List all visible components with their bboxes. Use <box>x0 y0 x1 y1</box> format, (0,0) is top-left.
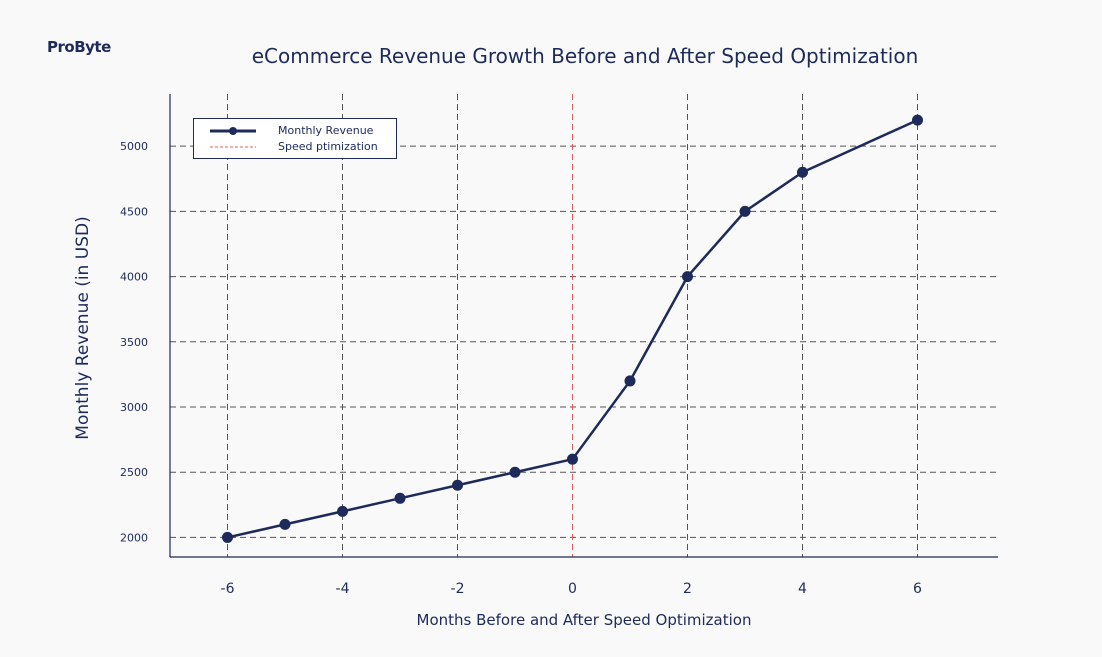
x-axis-label: Months Before and After Speed Optimizati… <box>416 611 752 629</box>
horizontal-gridlines <box>170 145 998 538</box>
data-point <box>509 466 521 478</box>
legend: Monthly Revenue Speed ptimization <box>193 118 397 159</box>
data-point <box>222 531 233 543</box>
x-tick-label: -2 <box>451 581 465 597</box>
y-tick-label: 2000 <box>120 531 148 544</box>
data-point <box>452 479 463 491</box>
data-point <box>682 271 693 283</box>
y-tick-label: 3000 <box>120 401 148 414</box>
x-tick-labels: -6 -4 -2 0 2 4 6 <box>221 581 923 597</box>
data-point <box>739 205 751 217</box>
data-point <box>337 505 348 517</box>
legend-dashed-line-icon <box>210 146 256 148</box>
y-tick-label: 4500 <box>120 205 148 218</box>
data-point <box>624 375 636 387</box>
legend-label-monthly-revenue: Monthly Revenue <box>278 124 374 137</box>
y-axis-label: Monthly Revenue (in USD) <box>73 216 93 440</box>
y-tick-label: 2500 <box>120 466 148 479</box>
x-tick-label: 2 <box>683 581 692 597</box>
data-point <box>279 518 291 530</box>
legend-item-speed-optimization: Speed ptimization <box>194 140 396 154</box>
legend-item-monthly-revenue: Monthly Revenue <box>194 124 396 138</box>
y-tick-label: 5000 <box>120 140 148 153</box>
series-line-monthly-revenue <box>227 118 919 539</box>
x-tick-label: -6 <box>221 581 235 597</box>
data-point <box>797 166 808 178</box>
data-point <box>394 492 406 504</box>
series-points <box>222 114 923 543</box>
y-tick-label: 3500 <box>120 336 148 349</box>
data-point <box>567 453 578 465</box>
chart-title: eCommerce Revenue Growth Before and Afte… <box>251 44 919 68</box>
y-tick-label: 4000 <box>120 271 148 284</box>
x-tick-label: 0 <box>568 581 577 597</box>
x-tick-label: 6 <box>913 581 922 597</box>
y-tick-labels: 2000 2500 3000 3500 4000 4500 5000 <box>120 140 148 544</box>
x-tick-label: -4 <box>336 581 350 597</box>
legend-line-marker-icon <box>210 127 256 135</box>
brand-logo: ProByte <box>47 38 111 56</box>
x-tick-label: 4 <box>798 581 807 597</box>
legend-label-speed-optimization: Speed ptimization <box>278 140 378 153</box>
data-point <box>912 114 923 126</box>
